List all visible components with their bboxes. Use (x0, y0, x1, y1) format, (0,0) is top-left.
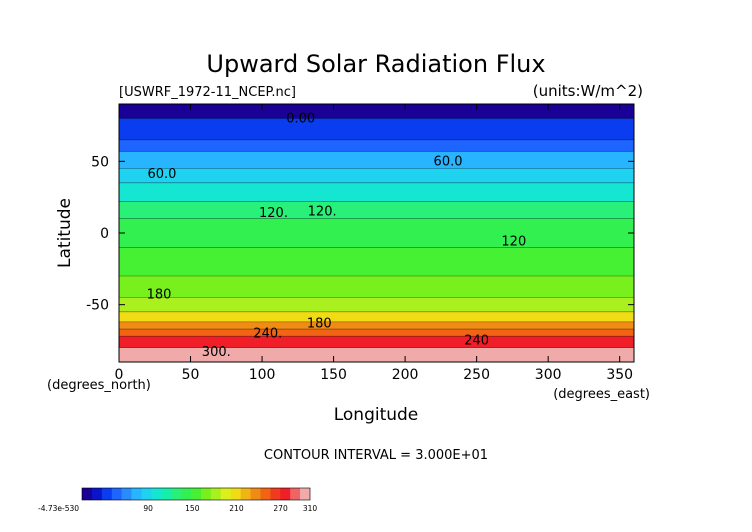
colorbar-tick-label: 90 (143, 504, 153, 513)
colorbar-swatch (82, 488, 93, 500)
colorbar-tick-label: 310 (303, 504, 318, 513)
heatmap-band (119, 247, 634, 277)
colorbar-swatch (191, 488, 202, 500)
colorbar-swatch (280, 488, 291, 500)
colorbar-labels: -4.73e-530 90 150 210 270 310 (38, 504, 317, 513)
units-label: (units:W/m^2) (533, 82, 643, 100)
colorbar-swatch (260, 488, 271, 500)
x-axis-label: Longitude (334, 405, 419, 425)
contour-label: 240 (464, 334, 489, 349)
y-axis: 50 0 -50 (86, 154, 634, 314)
colorbar (81, 487, 311, 501)
colorbar-swatch (91, 488, 103, 500)
y-unit-label: (degrees_north) (47, 378, 151, 393)
heatmap-band (119, 311, 634, 323)
colorbar-swatch (181, 488, 192, 500)
chart-title: Upward Solar Radiation Flux (206, 50, 545, 78)
colorbar-swatch (230, 488, 241, 500)
x-tick-label: 200 (392, 367, 419, 383)
x-tick-label: 150 (320, 367, 347, 383)
contour-label: 300. (202, 345, 231, 360)
heatmap-band (119, 276, 634, 298)
contour-labels: 0.00 60.0 60.0 120. 120. 120 180 180 240. 240 300. (147, 111, 527, 360)
heatmap-band (119, 151, 634, 169)
colorbar-swatch (171, 488, 182, 500)
contour-label: 0.00 (286, 111, 315, 126)
colorbar-swatch (161, 488, 172, 500)
y-tick-label: 0 (100, 226, 109, 242)
contour-label: 120. (259, 206, 288, 221)
colorbar-tick-label: 270 (273, 504, 288, 513)
colorbar-swatch (250, 488, 261, 500)
x-tick-label: 300 (535, 367, 562, 383)
colorbar-swatch (151, 488, 162, 500)
heatmap-band (119, 297, 634, 313)
colorbar-min-label: -4.73e-530 (38, 504, 79, 513)
heatmap-band (119, 347, 634, 363)
contour-label: 180 (307, 316, 332, 331)
y-tick-label: -50 (86, 298, 109, 314)
colorbar-swatch (121, 488, 132, 500)
contour-label: 120 (501, 235, 526, 250)
y-tick-label: 50 (91, 154, 109, 170)
x-tick-label: 50 (182, 367, 200, 383)
colorbar-swatch (220, 488, 231, 500)
colorbar-swatch (290, 488, 301, 500)
heatmap-band (119, 218, 634, 248)
x-tick-label: 350 (606, 367, 633, 383)
contour-label: 240. (253, 326, 282, 341)
contour-label: 60.0 (147, 167, 176, 182)
colorbar-swatch (300, 488, 311, 500)
colorbar-swatch (240, 488, 251, 500)
heatmap-bands (119, 104, 634, 363)
colorbar-swatch (200, 488, 212, 500)
heatmap-band (119, 321, 634, 330)
x-tick-label: 0 (115, 367, 124, 383)
x-tick-label: 250 (463, 367, 490, 383)
colorbar-tick-label: 150 (185, 504, 200, 513)
heatmap-band (119, 329, 634, 337)
colorbar-swatch (210, 488, 222, 500)
colorbar-swatch (101, 488, 113, 500)
colorbar-swatch (131, 488, 142, 500)
colorbar-swatch (270, 488, 281, 500)
heatmap-band (119, 182, 634, 202)
x-tick-label: 100 (249, 367, 276, 383)
heatmap-band (119, 139, 634, 152)
colorbar-swatch (111, 488, 122, 500)
colorbar-frame (81, 487, 311, 501)
colorbar-swatch (141, 488, 152, 500)
contour-interval-text: CONTOUR INTERVAL = 3.000E+01 (264, 448, 488, 463)
contour-label: 60.0 (434, 154, 463, 169)
y-axis-label: Latitude (55, 198, 75, 268)
x-axis: 0 50 100 150 200 250 300 350 (115, 104, 633, 383)
heatmap-band (119, 201, 634, 220)
heatmap-band (119, 104, 634, 119)
heatmap-band (119, 336, 634, 349)
contour-label: 120. (308, 205, 337, 220)
x-unit-label: (degrees_east) (553, 387, 650, 402)
contour-label: 180 (147, 288, 172, 303)
colorbar-tick-label: 210 (229, 504, 244, 513)
heatmap-band (119, 168, 634, 184)
heatmap-band (119, 118, 634, 141)
file-label: [USWRF_1972-11_NCEP.nc] (119, 85, 296, 100)
